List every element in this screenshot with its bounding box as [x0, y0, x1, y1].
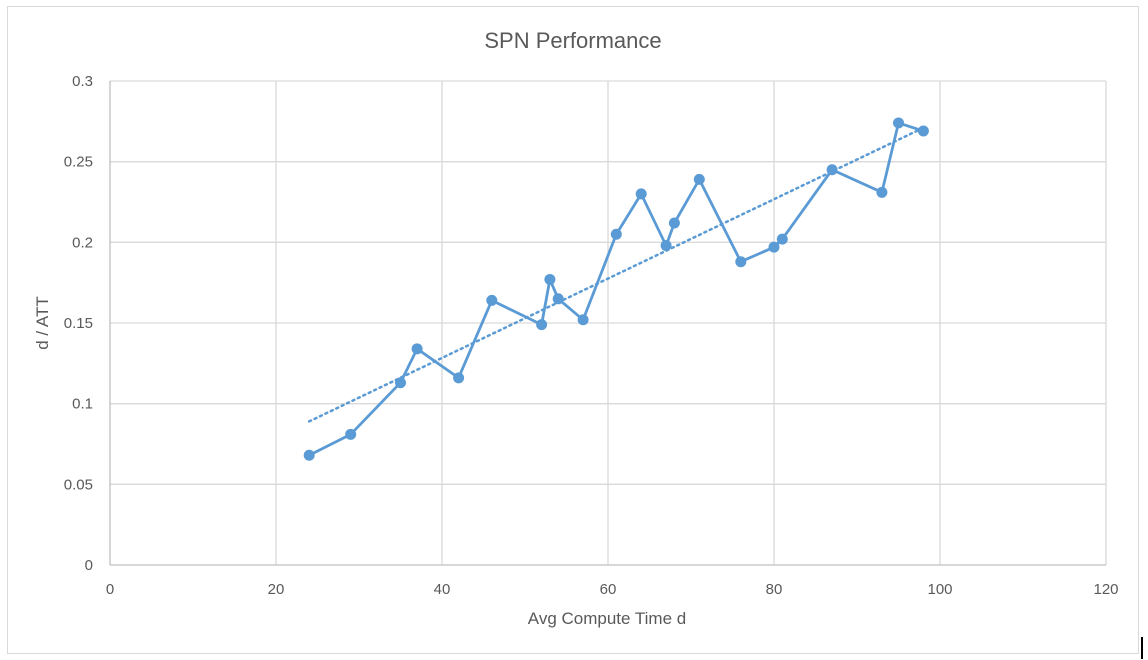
data-point	[610, 228, 622, 240]
trendline	[307, 126, 925, 423]
axes	[109, 81, 1106, 566]
x-tick-label: 60	[600, 581, 617, 598]
chart-frame	[7, 6, 1139, 654]
data-point	[735, 256, 747, 268]
data-series	[303, 117, 929, 461]
trendline-line	[307, 126, 925, 423]
x-tick-label: 120	[1093, 581, 1118, 598]
x-tick-label: 80	[766, 581, 783, 598]
x-axis-label: Avg Compute Time d	[528, 609, 686, 628]
data-point	[660, 240, 672, 252]
x-tick-label: 20	[268, 581, 285, 598]
data-point	[536, 319, 548, 331]
y-axis-label: d / ATT	[33, 296, 52, 350]
cursor-mark	[1141, 637, 1143, 659]
y-tick-label: 0.1	[72, 396, 93, 413]
data-point	[693, 173, 705, 185]
y-tick-label: 0.15	[64, 315, 93, 332]
y-tick-label: 0	[85, 557, 93, 574]
data-point	[668, 217, 680, 229]
data-point	[395, 377, 406, 389]
x-tick-label: 100	[927, 581, 952, 598]
gridlines	[110, 80, 1107, 565]
data-point	[917, 125, 929, 137]
y-tick-label: 0.3	[72, 73, 93, 90]
y-tick-label: 0.2	[72, 234, 93, 251]
data-point	[544, 273, 556, 285]
data-point	[893, 117, 904, 129]
data-point	[635, 188, 647, 200]
data-point	[345, 428, 357, 440]
chart-title: SPN Performance	[484, 28, 661, 53]
tick-labels: 0 0.05 0.1 0.15 0.2 0.25 0.3 0 20 40 60 80 100 120	[64, 73, 1119, 598]
data-point	[453, 372, 465, 384]
data-point	[411, 343, 423, 355]
x-tick-label: 40	[434, 581, 451, 598]
series-line	[308, 121, 924, 457]
data-point	[552, 293, 564, 305]
data-point	[768, 241, 780, 253]
data-point	[826, 164, 838, 176]
data-point	[303, 449, 315, 461]
data-point	[776, 233, 788, 245]
y-tick-label: 0.05	[64, 476, 93, 493]
data-point	[577, 314, 589, 326]
data-point	[876, 186, 888, 198]
data-point	[486, 294, 498, 306]
y-tick-label: 0.25	[64, 154, 93, 171]
x-tick-label: 0	[106, 581, 114, 598]
